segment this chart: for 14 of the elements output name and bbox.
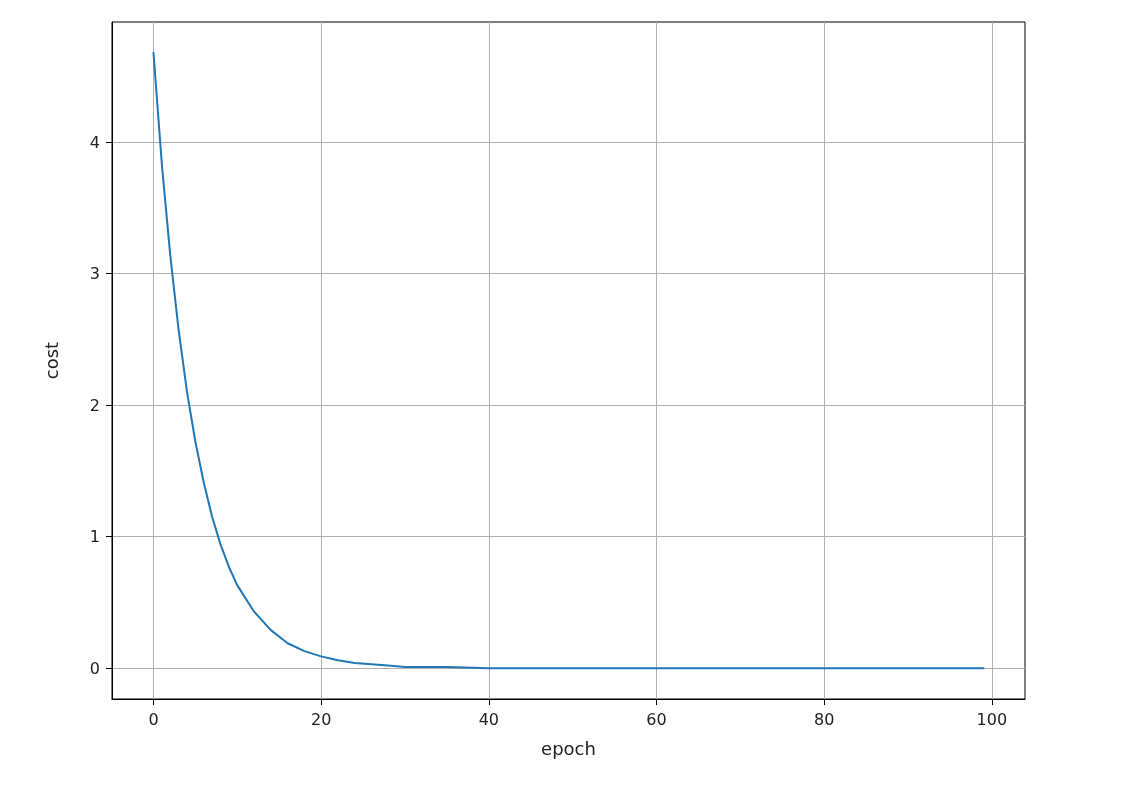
x-tick-label: 0 <box>148 709 159 729</box>
y-axis-title: cost <box>40 341 62 380</box>
x-tick-label: 20 <box>311 709 332 729</box>
x-tick-label: 40 <box>478 709 500 729</box>
x-tick-label: 80 <box>814 709 835 729</box>
line-series <box>152 51 985 670</box>
y-tick-label: 1 <box>89 527 100 547</box>
x-tick-label: 60 <box>646 709 667 729</box>
y-tick-label: 0 <box>89 658 100 678</box>
y-tick-label: 2 <box>89 395 100 415</box>
y-tick-label: 4 <box>89 132 100 152</box>
x-axis-title: epoch <box>541 737 596 759</box>
y-tick-label: 3 <box>89 264 100 284</box>
x-tick-label: 100 <box>976 709 1008 729</box>
